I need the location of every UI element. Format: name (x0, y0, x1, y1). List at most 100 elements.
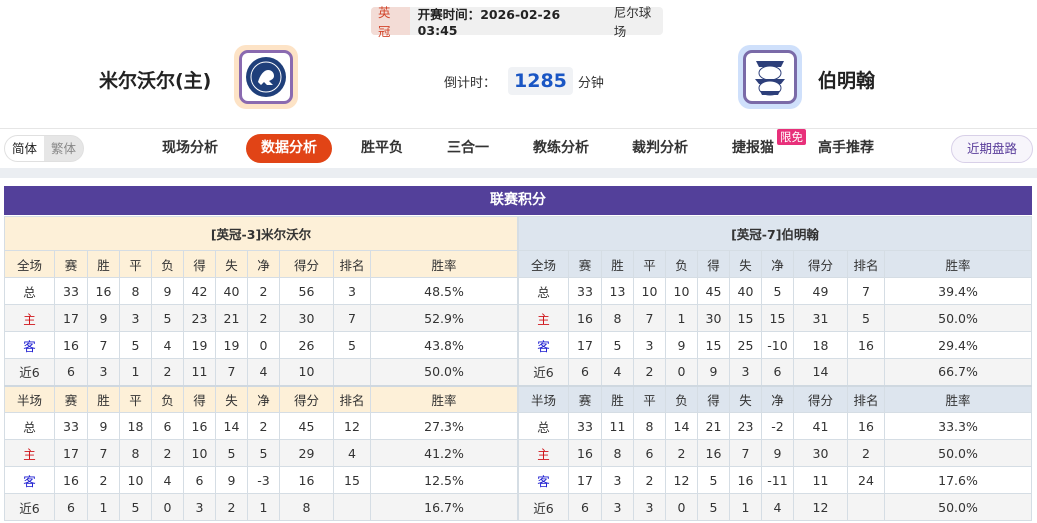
tab-win-draw-loss[interactable]: 胜平负 (361, 140, 403, 156)
cell: 11 (601, 412, 634, 440)
header-row: 全场赛胜平负得失净得分 排名 胜率 (4, 250, 518, 278)
cell: 5 (697, 493, 730, 521)
tab-expert-picks[interactable]: 高手推荐 (818, 140, 874, 156)
table-row: 总 33 16 8 9 42 40 2 56 3 48.5% (4, 277, 518, 305)
cell: 23 (183, 304, 216, 332)
cell: 23 (729, 412, 762, 440)
cell: 4 (333, 439, 371, 467)
table-row: 总 33 11 8 14 21 23 -2 41 16 33.3% (518, 412, 1032, 440)
cell: 7 (729, 439, 762, 467)
cell: -11 (761, 466, 794, 494)
cell: 45 (279, 412, 334, 440)
tab-data-analysis[interactable]: 数据分析 (246, 134, 332, 163)
recent-odds-button[interactable]: 近期盘路 (951, 135, 1033, 163)
column-header: 失 (215, 384, 248, 413)
lion-crest-icon (246, 57, 286, 97)
cell: 6 (633, 439, 666, 467)
column-header: 净 (761, 250, 794, 278)
cell: 17.6% (884, 466, 1032, 494)
tab-referee-analysis[interactable]: 裁判分析 (632, 140, 688, 156)
cell: 5 (119, 493, 152, 521)
column-header: 平 (633, 384, 666, 413)
column-header: 负 (665, 250, 698, 278)
cell: -10 (761, 331, 794, 359)
away-team-name[interactable]: 伯明翰 (818, 70, 876, 92)
column-header: 赛 (54, 250, 88, 278)
cell: 1 (247, 493, 280, 521)
row-label: 总 (518, 277, 569, 305)
cell: 1 (87, 493, 120, 521)
cell: 48.5% (370, 277, 518, 305)
cell: 33 (568, 412, 602, 440)
cell: 2 (633, 466, 666, 494)
cell: 8 (119, 439, 152, 467)
column-header: 半场 (4, 384, 55, 413)
tab-live-analysis[interactable]: 现场分析 (162, 140, 218, 156)
language-toggle[interactable]: 简体 繁体 (4, 135, 85, 162)
row-label: 主 (518, 439, 569, 467)
traditional-option[interactable]: 繁体 (51, 141, 77, 156)
cell: 14 (665, 412, 698, 440)
cell: 9 (87, 412, 120, 440)
cell: 8 (633, 412, 666, 440)
cell: 0 (665, 358, 698, 386)
home-standings-table: [英冠-3]米尔沃尔 全场赛胜平负得失净得分 排名 胜率总 33 16 8 9 42 40 2 56 3… (4, 216, 518, 521)
cell: 39.4% (884, 277, 1032, 305)
row-label: 近6 (518, 358, 569, 386)
row-label: 近6 (518, 493, 569, 521)
cell: 5 (333, 331, 371, 359)
cell: 9 (215, 466, 248, 494)
cell: 5 (119, 331, 152, 359)
cell: 2 (247, 412, 280, 440)
cell: 9 (697, 358, 730, 386)
home-team-name[interactable]: 米尔沃尔(主) (99, 70, 212, 92)
nav-bar: 简体 繁体 现场分析 数据分析 胜平负 三合一 教练分析 裁判分析 捷报猫 限免… (0, 128, 1037, 168)
cell: 5 (247, 439, 280, 467)
league-badge[interactable]: 英冠 (371, 5, 410, 39)
header-row: 半场赛胜平负得失净得分 排名 胜率 (4, 384, 518, 413)
table-row: 主 16 8 6 2 16 7 9 30 2 50.0% (518, 439, 1032, 467)
cell: 27.3% (370, 412, 518, 440)
cell: 4 (601, 358, 634, 386)
row-label: 客 (4, 466, 55, 494)
cell: 17 (54, 304, 88, 332)
countdown-label: 倒计时： (444, 75, 497, 91)
column-header: 得分 (793, 384, 848, 413)
cell: 15 (761, 304, 794, 332)
cell: 2 (847, 439, 885, 467)
cell: 2 (665, 439, 698, 467)
cell: 10 (665, 277, 698, 305)
cell: 45 (697, 277, 730, 305)
cell: 40 (215, 277, 248, 305)
cell: 3 (729, 358, 762, 386)
cell: 1 (665, 304, 698, 332)
cell: 52.9% (370, 304, 518, 332)
cell: 13 (601, 277, 634, 305)
cell (847, 493, 885, 521)
cell (847, 358, 885, 386)
cell: 3 (333, 277, 371, 305)
tab-coach-analysis[interactable]: 教练分析 (533, 140, 589, 156)
away-team-logo[interactable] (738, 45, 802, 109)
cell: 1 (119, 358, 152, 386)
cell: 7 (87, 331, 120, 359)
cell: 3 (119, 304, 152, 332)
table-row: 总 33 9 18 6 16 14 2 45 12 27.3% (4, 412, 518, 440)
home-team-logo[interactable] (234, 45, 298, 109)
cell: 2 (87, 466, 120, 494)
cell: 42 (183, 277, 216, 305)
venue: 尼尔球场 (613, 5, 652, 39)
row-label: 客 (518, 466, 569, 494)
column-header: 净 (761, 384, 794, 413)
cell: 29.4% (884, 331, 1032, 359)
column-header: 赛 (568, 250, 602, 278)
tab-three-in-one[interactable]: 三合一 (447, 140, 489, 156)
cell: 6 (151, 412, 184, 440)
column-header: 平 (119, 384, 152, 413)
cell: 10 (633, 277, 666, 305)
column-header: 排名 (847, 384, 885, 413)
simplified-option[interactable]: 简体 (5, 136, 45, 161)
tab-jiebaomao[interactable]: 捷报猫 (732, 140, 774, 156)
cell: 3 (183, 493, 216, 521)
column-header: 得 (183, 250, 216, 278)
